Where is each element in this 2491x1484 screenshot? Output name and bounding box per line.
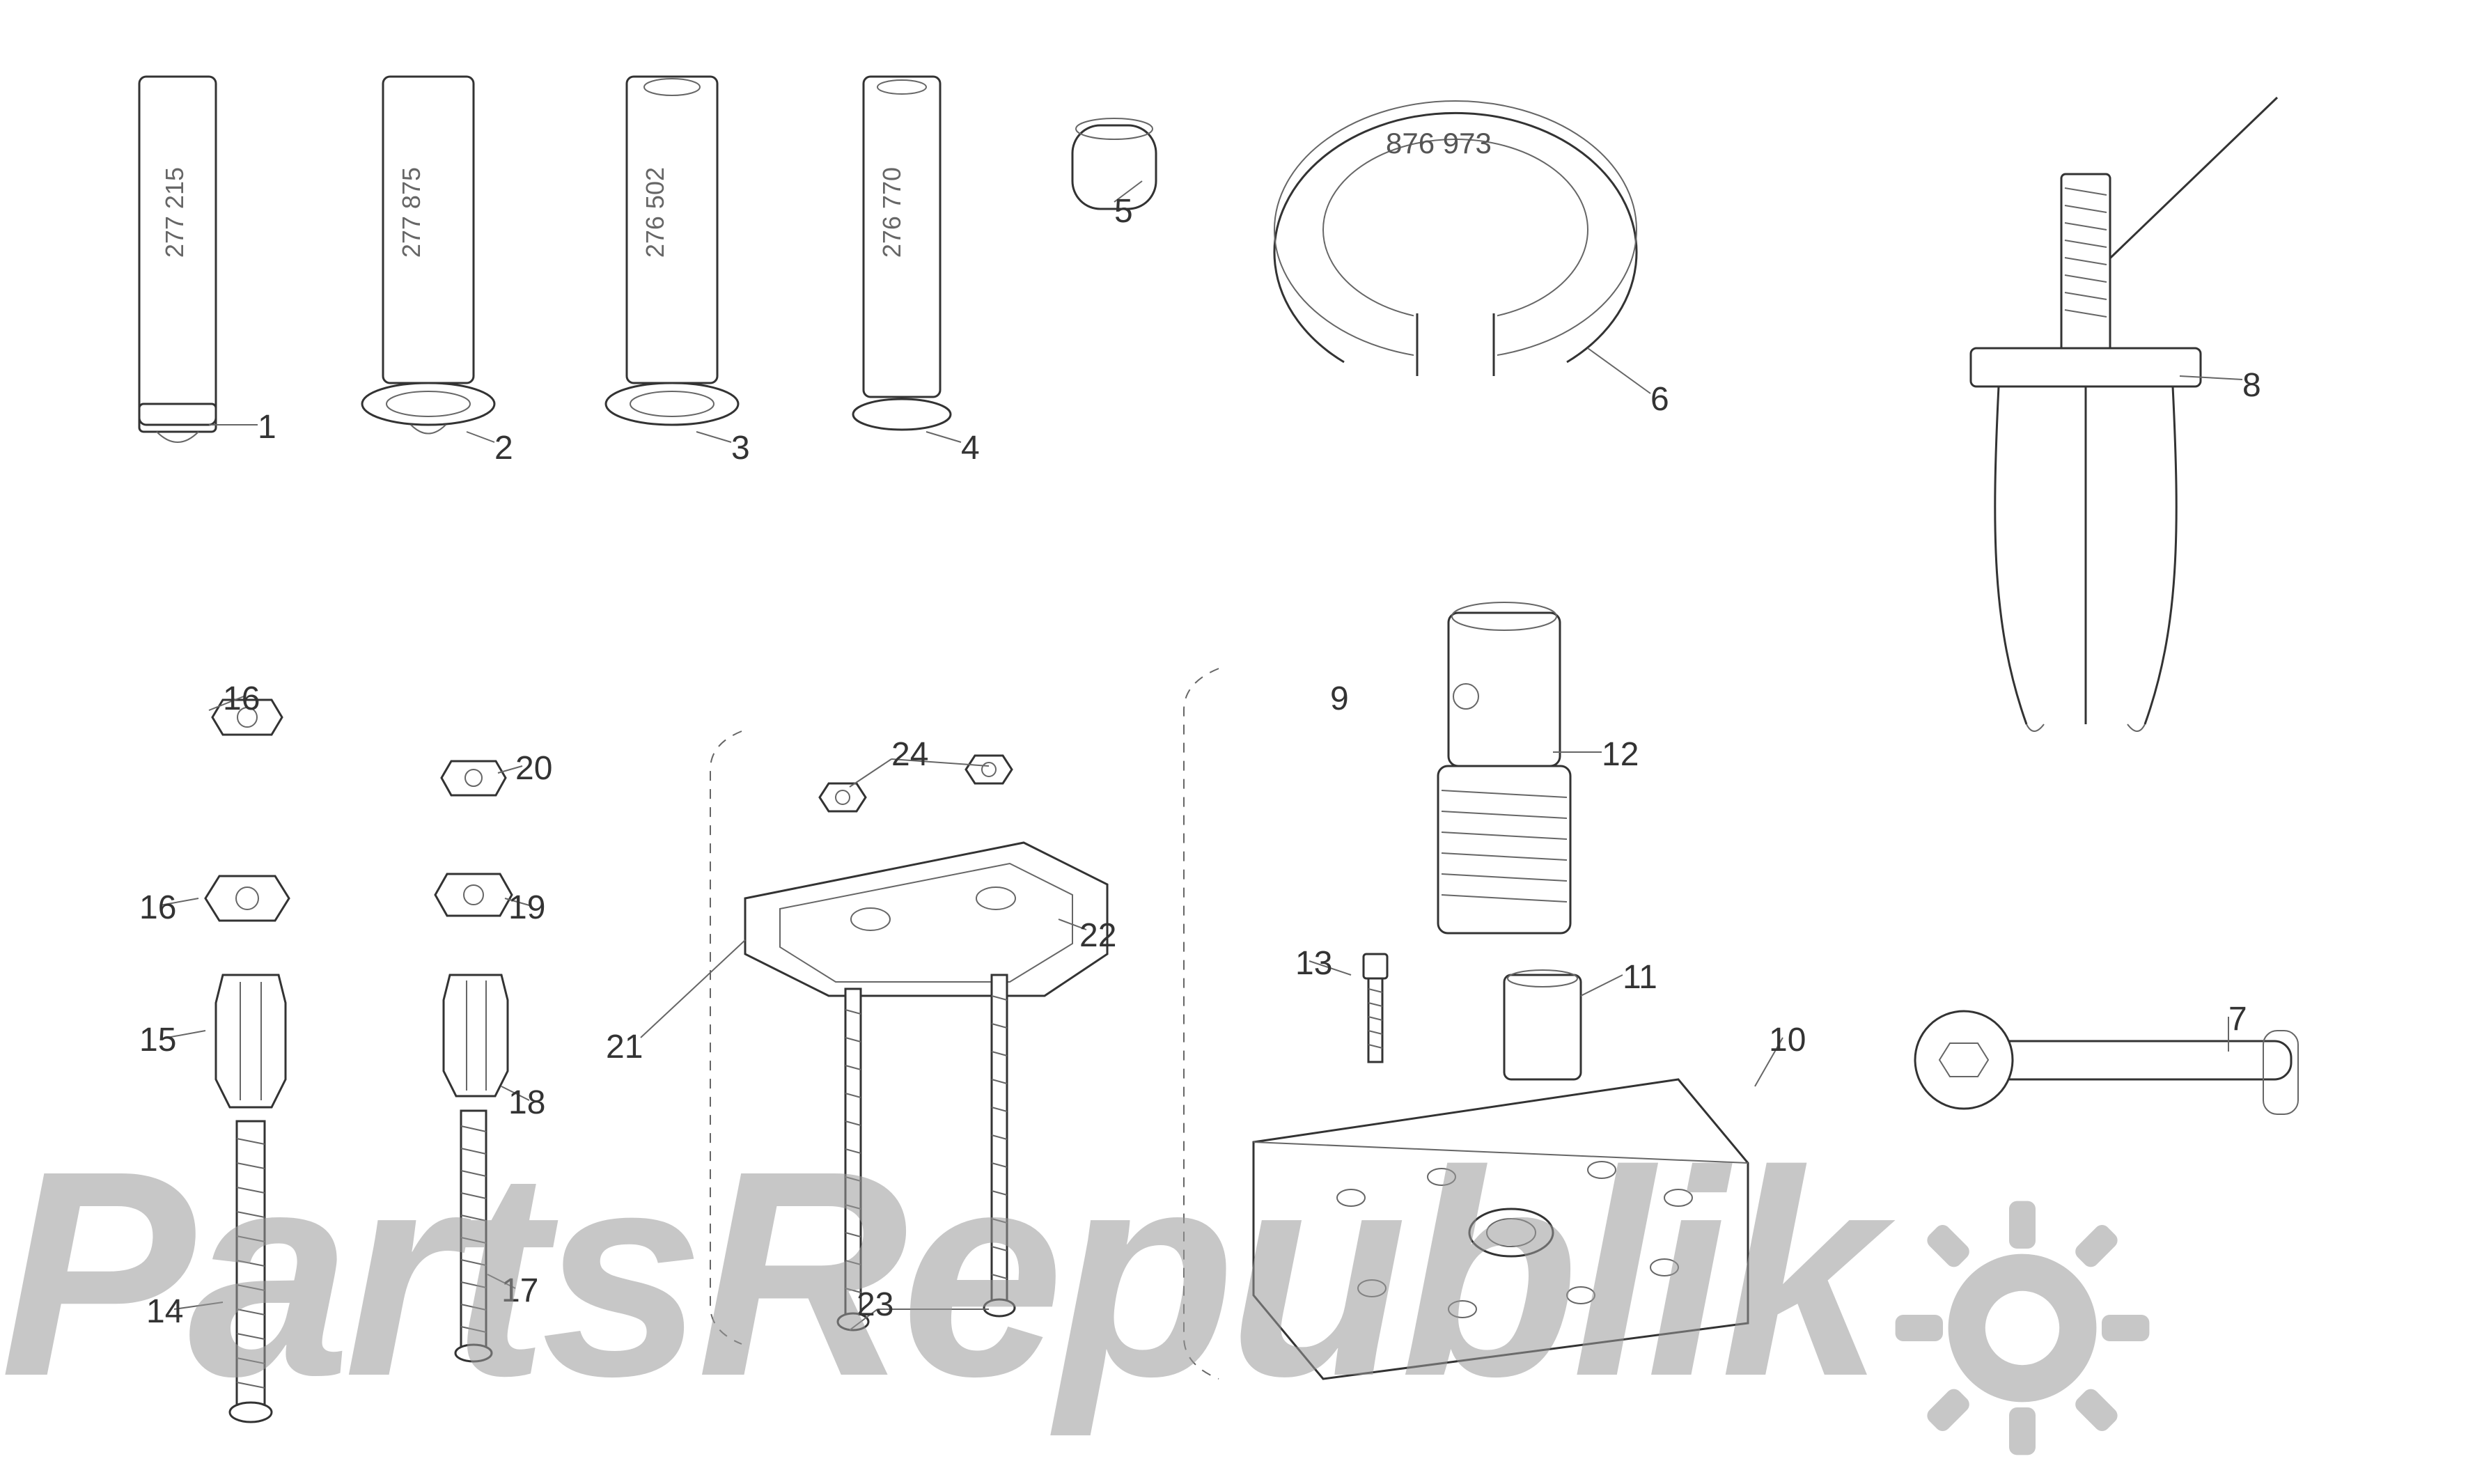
diagram-canvas: 277 215 277 875 276 502 276 770 876 973 (0, 0, 2491, 1484)
label-21: 21 (606, 1031, 643, 1064)
label-10: 10 (1769, 1024, 1806, 1057)
label-13: 13 (1295, 947, 1332, 981)
label-6: 6 (1650, 383, 1669, 416)
label-18: 18 (508, 1086, 545, 1120)
leaders (0, 0, 2491, 1484)
label-19: 19 (508, 891, 545, 925)
label-14: 14 (146, 1295, 183, 1329)
label-2: 2 (494, 432, 513, 465)
label-23: 23 (857, 1288, 893, 1322)
label-22: 22 (1079, 919, 1116, 953)
label-8: 8 (2242, 369, 2261, 403)
label-1: 1 (258, 411, 276, 444)
label-5: 5 (1114, 195, 1133, 228)
label-24: 24 (891, 738, 928, 772)
label-16b: 16 (139, 891, 176, 925)
label-20: 20 (515, 752, 552, 786)
label-7: 7 (2228, 1003, 2247, 1036)
label-4: 4 (961, 432, 980, 465)
label-3: 3 (731, 432, 750, 465)
label-9: 9 (1330, 682, 1349, 716)
label-12: 12 (1602, 738, 1639, 772)
label-17: 17 (501, 1274, 538, 1308)
label-11: 11 (1623, 961, 1657, 994)
label-16a: 16 (223, 682, 260, 716)
label-15: 15 (139, 1024, 176, 1057)
